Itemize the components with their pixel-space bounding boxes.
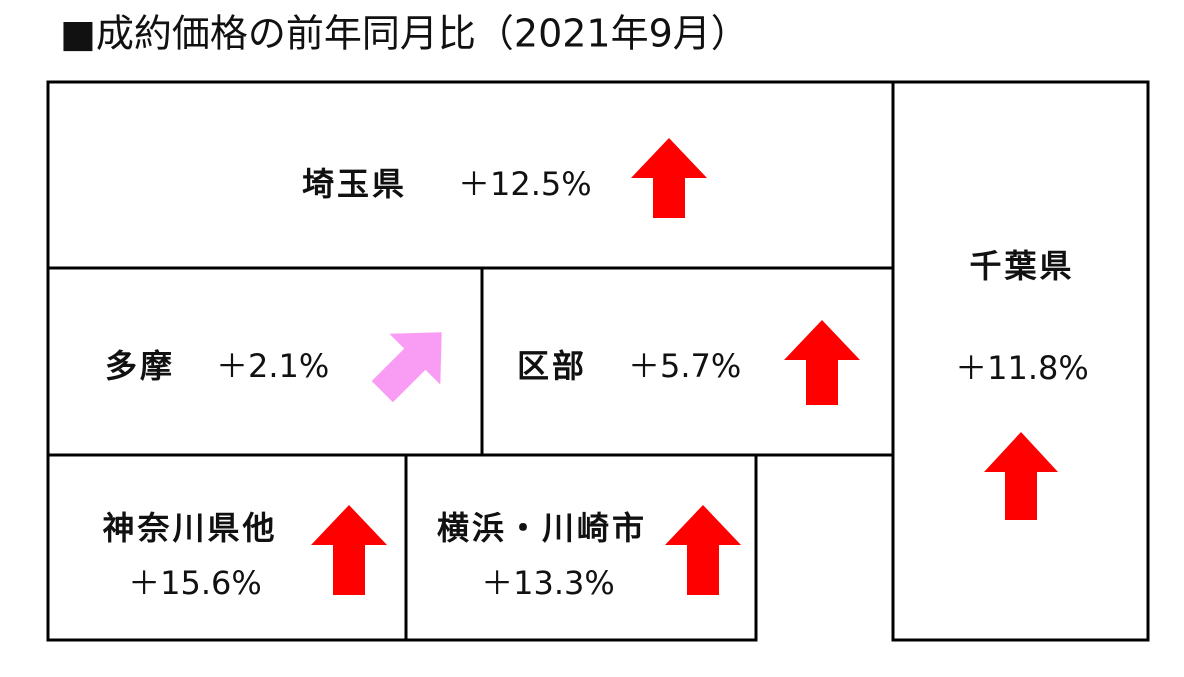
region-change: ＋15.6% bbox=[128, 564, 262, 602]
region-change: ＋11.8% bbox=[955, 349, 1089, 387]
region-change: ＋2.1% bbox=[216, 347, 329, 385]
region-name: 埼玉県 bbox=[302, 165, 407, 203]
arrows bbox=[311, 138, 1058, 595]
region-name: 神奈川県他 bbox=[102, 509, 277, 547]
region-change: ＋12.5% bbox=[458, 165, 592, 203]
region-name: 多摩 bbox=[105, 347, 175, 385]
region-name: 千葉県 bbox=[969, 247, 1074, 285]
title: ■成約価格の前年同月比（2021年9月） bbox=[60, 12, 749, 56]
region-change: ＋5.7% bbox=[628, 347, 741, 385]
grid-boxes bbox=[46, 80, 1150, 642]
region-name: 区部 bbox=[517, 347, 587, 385]
region-name: 横浜・川崎市 bbox=[437, 509, 647, 547]
region-change: ＋13.3% bbox=[481, 564, 615, 602]
